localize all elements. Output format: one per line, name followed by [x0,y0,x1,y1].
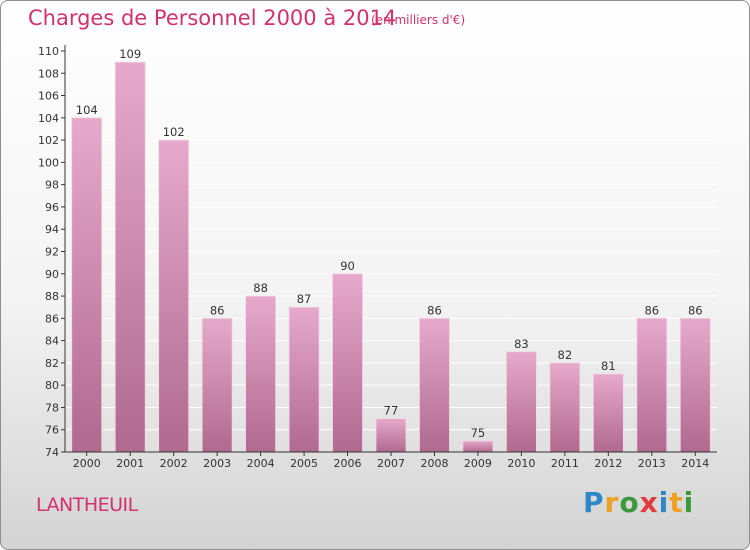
bar [592,373,624,453]
logo-letter: x [639,486,659,519]
y-tick-label: 92 [45,246,59,259]
y-tick-label: 74 [45,446,59,459]
x-tick-label: 2012 [594,457,622,470]
x-tick-label: 2002 [160,457,188,470]
data-label: 86 [210,303,225,317]
x-tick-label: 2014 [681,457,709,470]
bar [549,362,581,453]
y-tick-label: 104 [38,112,59,125]
x-tick-label: 2003 [203,457,231,470]
data-label: 104 [76,103,98,117]
bar [114,61,146,453]
logo-letter: t [669,486,684,519]
y-tick-label: 98 [45,179,59,192]
data-label: 77 [384,404,399,418]
bar [245,295,277,453]
y-tick-label: 108 [38,67,59,80]
y-tick-label: 94 [45,223,59,236]
data-label: 86 [427,303,442,317]
bar [419,317,450,453]
bar [505,351,537,453]
x-tick-label: 2000 [73,457,101,470]
x-tick-label: 2006 [334,457,362,470]
x-tick-label: 2013 [638,457,666,470]
x-tick-label: 2004 [247,457,275,470]
logo-letter: i [683,486,695,519]
data-label: 82 [558,348,573,362]
y-tick-label: 78 [45,401,59,414]
x-tick-label: 2011 [551,457,579,470]
data-label: 75 [471,426,486,440]
data-label: 83 [514,337,529,351]
data-label: 87 [297,292,312,306]
data-label: 90 [340,259,355,273]
data-label: 86 [688,303,703,317]
y-tick-label: 102 [38,134,59,147]
logo-letter: r [604,486,620,519]
bar [158,139,190,453]
bar [71,117,103,453]
x-tick-label: 2007 [377,457,405,470]
y-tick-label: 80 [45,379,59,392]
bar [201,317,233,453]
y-tick-label: 110 [38,45,59,58]
chart-title: Charges de Personnel 2000 à 2014 [28,6,397,30]
commune-name: LANTHEUIL [36,494,138,516]
proxiti-logo: Proxiti [583,486,694,519]
bar [679,317,711,453]
y-tick-label: 90 [45,268,59,281]
y-tick-label: 88 [45,290,59,303]
unit-note: (en milliers d'€) [371,13,466,27]
x-tick-label: 2005 [290,457,318,470]
x-tick-label: 2001 [116,457,144,470]
data-label: 88 [253,281,268,295]
bar [462,440,494,453]
bar [636,317,668,453]
x-tick-label: 2009 [464,457,492,470]
y-tick-label: 82 [45,357,59,370]
logo-letter: P [583,486,605,519]
y-tick-label: 100 [38,156,59,169]
data-label: 109 [119,47,141,61]
x-tick-label: 2010 [507,457,535,470]
data-label: 86 [644,303,659,317]
logo-letter: o [619,486,640,519]
y-tick-label: 86 [45,312,59,325]
bar [375,418,407,453]
y-tick-label: 106 [38,90,59,103]
x-tick-label: 2008 [420,457,448,470]
y-tick-label: 84 [45,335,59,348]
data-label: 81 [601,359,616,373]
bar [288,306,320,453]
y-tick-label: 76 [45,424,59,437]
data-label: 102 [163,125,185,139]
bar [332,273,363,453]
logo-letter: i [658,486,670,519]
y-tick-label: 96 [45,201,59,214]
